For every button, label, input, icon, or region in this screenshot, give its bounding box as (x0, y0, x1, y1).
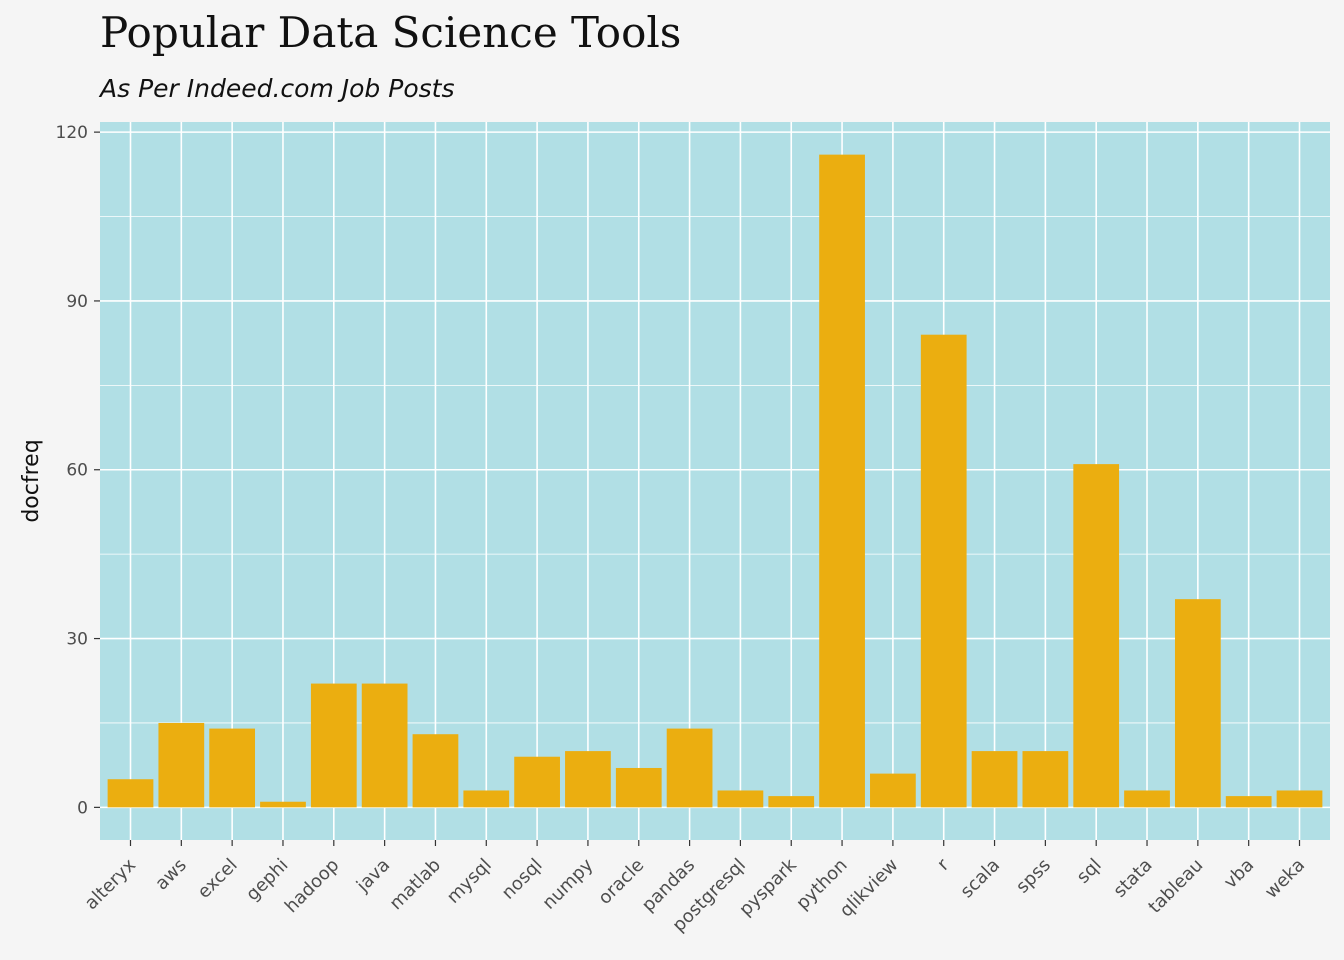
x-tick-label: mysql (443, 855, 496, 908)
x-tick-label: scala (956, 855, 1004, 903)
y-tick-label: 120 (56, 123, 88, 143)
x-tick-label: tableau (1144, 855, 1207, 918)
x-tick-label: pyspark (735, 854, 801, 920)
x-tick-label: java (352, 855, 394, 897)
x-tick-label: vba (1220, 855, 1258, 893)
bar-qlikview (870, 773, 916, 808)
bar-scala (971, 751, 1018, 808)
y-tick-label: 90 (66, 292, 88, 312)
x-tick-label: aws (151, 855, 191, 895)
y-tick-label: 60 (66, 461, 88, 481)
x-tick-label: numpy (538, 854, 597, 913)
bar-hadoop (310, 683, 357, 808)
y-tick-label: 30 (66, 630, 88, 650)
x-tick-label: hadoop (281, 855, 343, 917)
x-tick-label: r (933, 854, 954, 875)
bar-python (819, 154, 865, 808)
x-tick-label: sql (1073, 855, 1106, 888)
bar-oracle (615, 767, 662, 808)
y-axis-title: docfreq (19, 439, 44, 522)
bar-pyspark (768, 796, 815, 808)
bar-alteryx (107, 779, 154, 808)
bar-excel (209, 728, 256, 808)
bar-sql (1073, 464, 1120, 808)
x-tick-label: nosql (498, 855, 547, 904)
x-tick-label: excel (194, 855, 242, 903)
bar-nosql (514, 756, 560, 808)
bar-numpy (565, 751, 611, 808)
plot-panel (100, 122, 1330, 840)
bar-stata (1124, 790, 1170, 808)
x-tick-label: weka (1261, 855, 1309, 903)
chart-subtitle: As Per Indeed.com Job Posts (100, 74, 455, 103)
bar-weka (1276, 790, 1323, 808)
bar-matlab (412, 734, 459, 808)
bar-r (920, 334, 967, 808)
x-tick-label: matlab (386, 855, 445, 914)
bar-tableau (1174, 599, 1221, 808)
bar-mysql (463, 790, 510, 808)
x-tick-label: spss (1012, 855, 1055, 898)
bar-pandas (666, 728, 713, 808)
bar-aws (158, 722, 205, 808)
bar-spss (1022, 751, 1069, 808)
bar-gephi (260, 801, 306, 808)
y-tick-label: 0 (77, 798, 88, 818)
bar-postgresql (717, 790, 764, 808)
grid-minor (100, 216, 1330, 724)
bar-vba (1225, 796, 1272, 808)
bars (107, 154, 1323, 808)
x-tick-label: stata (1109, 855, 1156, 902)
chart-title: Popular Data Science Tools (100, 8, 682, 57)
bar-java (361, 683, 408, 808)
x-tick-label: alteryx (81, 854, 141, 914)
y-axis: 0 30 60 90 120 (56, 123, 100, 818)
